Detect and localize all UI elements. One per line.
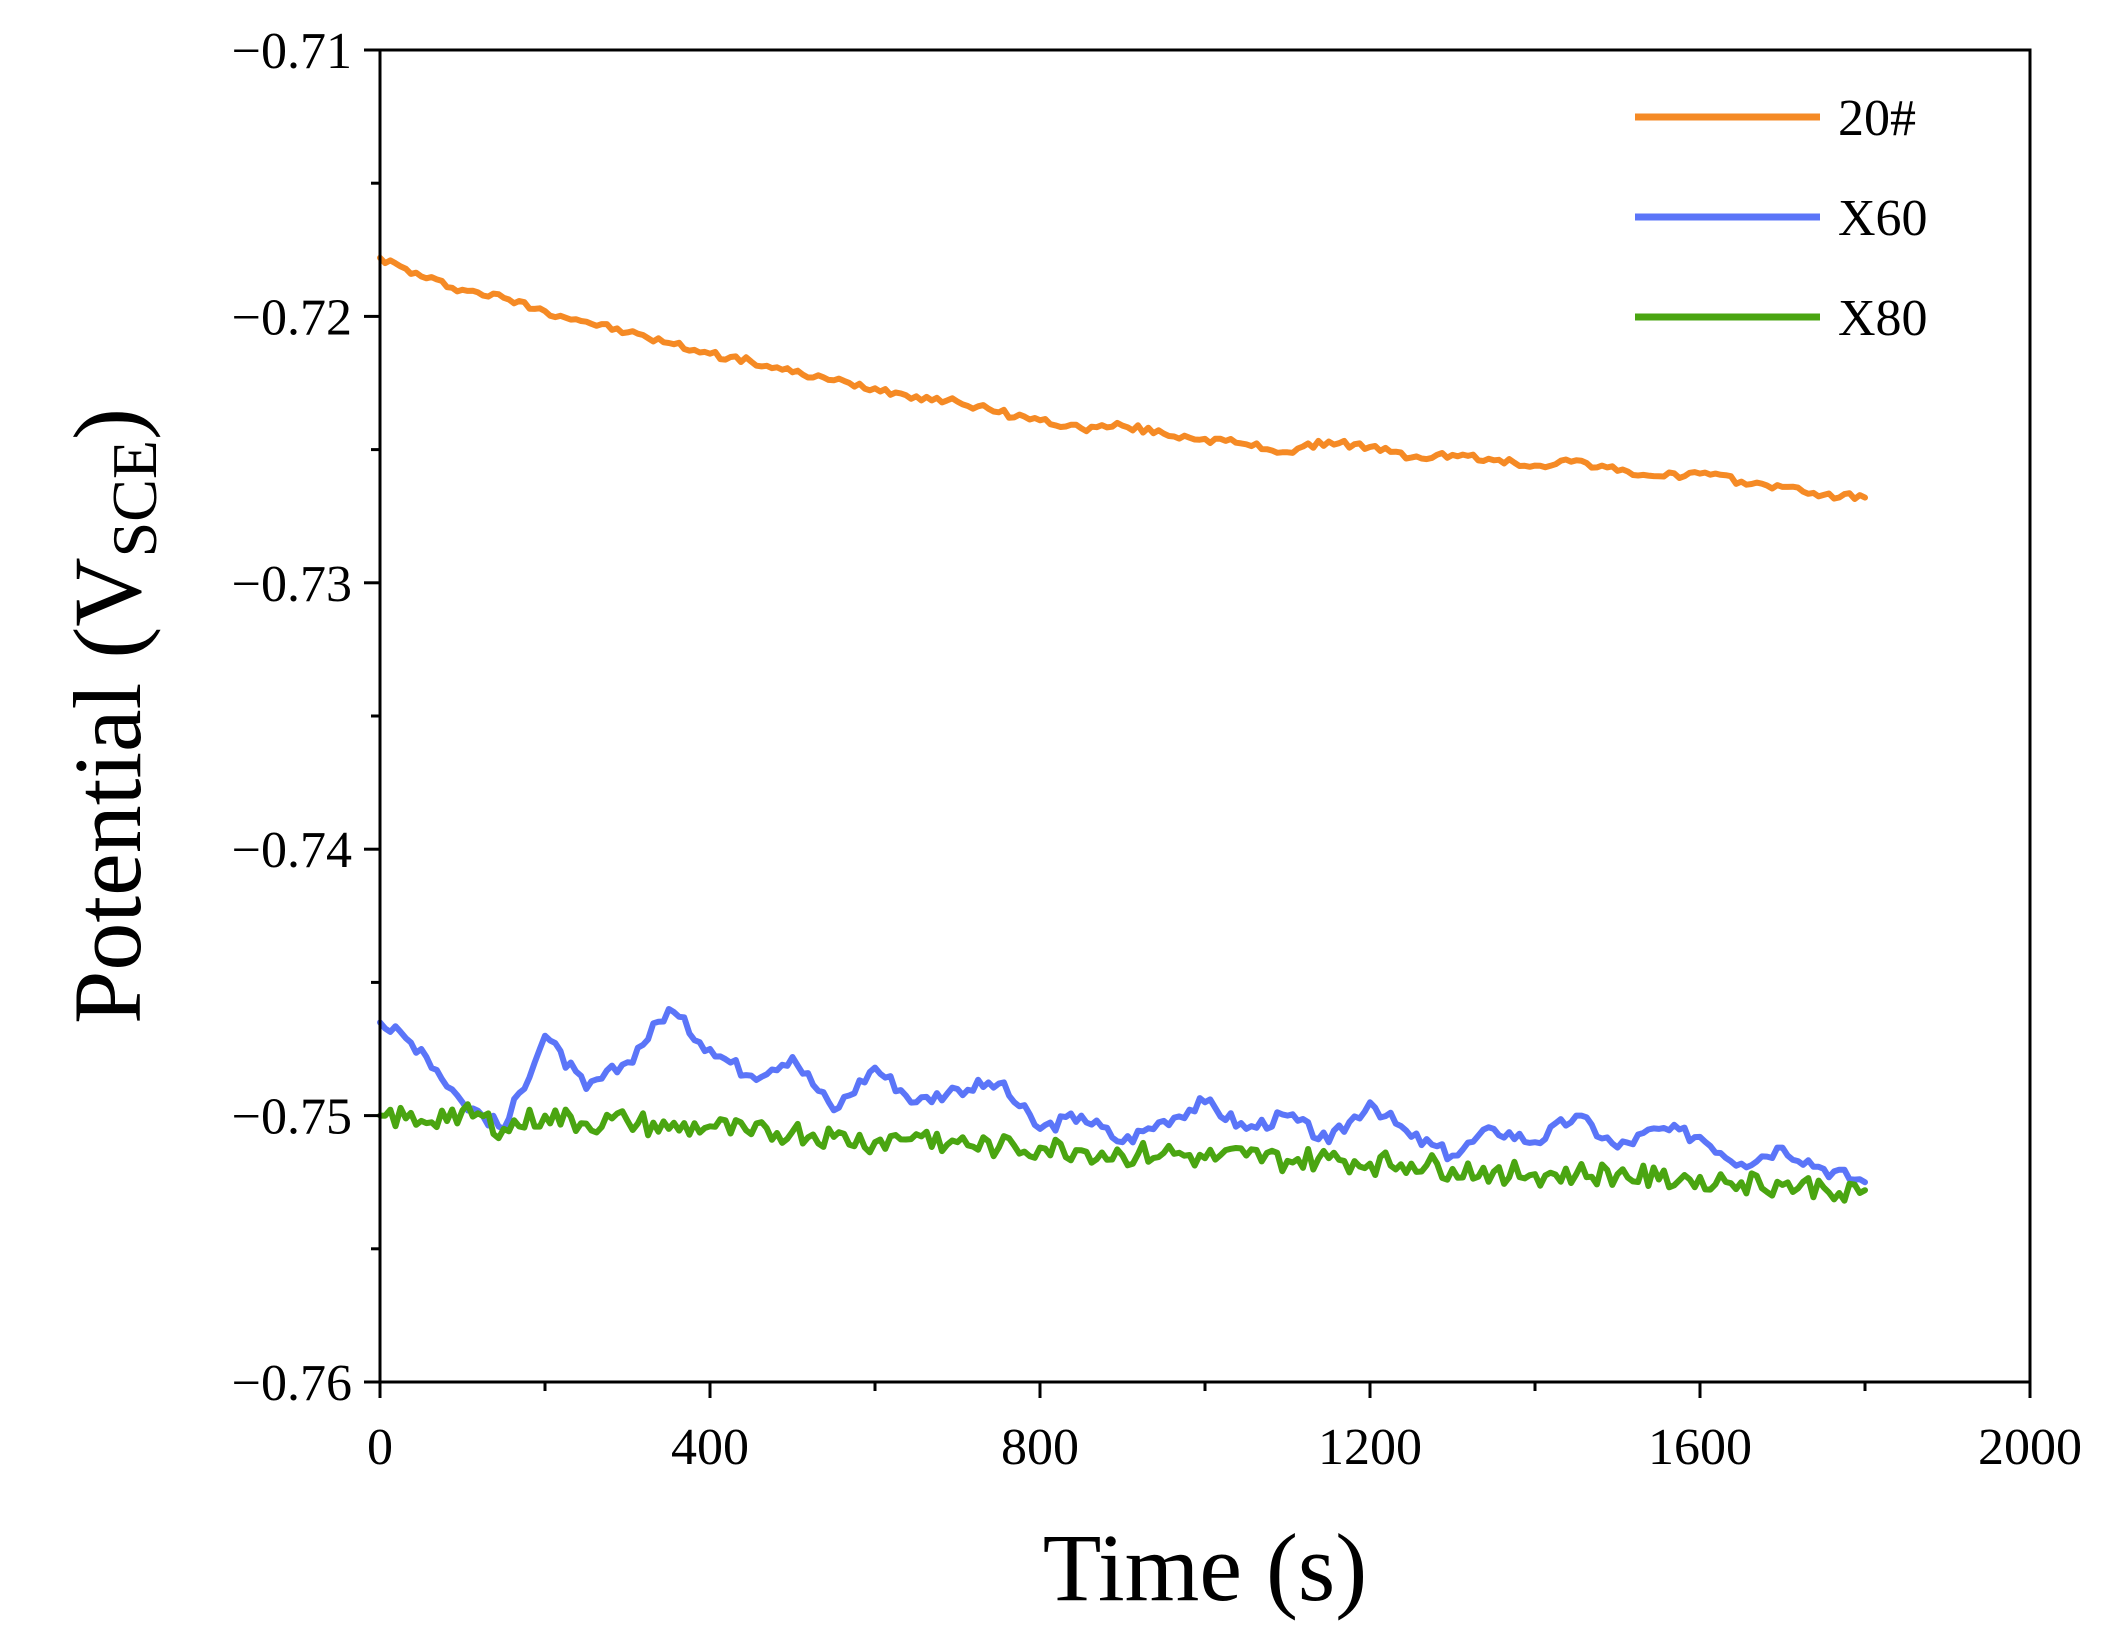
x-tick-label-400: 400 <box>671 1419 749 1476</box>
x-tick-label-0: 0 <box>367 1419 393 1476</box>
y-tick-label-−0.75: −0.75 <box>232 1089 352 1146</box>
ticks-layer <box>364 48 2032 1398</box>
series-line-20# <box>377 254 1868 502</box>
x-tick-label-2000: 2000 <box>1978 1419 2082 1476</box>
series-layer <box>377 254 1868 1204</box>
x-tick-label-1600: 1600 <box>1648 1419 1752 1476</box>
legend: 20# X60 X80 <box>1635 90 1928 347</box>
y-axis-title-subscript: SCE <box>99 440 170 557</box>
y-axis-title: Potential (VSCE) <box>54 408 170 1024</box>
legend-label-X60: X60 <box>1838 190 1928 247</box>
y-tick-label-−0.72: −0.72 <box>232 289 352 346</box>
y-axis-title-close: ) <box>54 408 161 440</box>
x-axis-title: Time (s) <box>1043 1514 1368 1621</box>
y-tick-label-−0.74: −0.74 <box>232 822 352 879</box>
y-tick-label-−0.73: −0.73 <box>232 556 352 613</box>
series-line-X60 <box>377 1006 1868 1186</box>
x-tick-label-800: 800 <box>1001 1419 1079 1476</box>
y-tick-label-−0.71: −0.71 <box>232 23 352 80</box>
legend-label-X80: X80 <box>1838 290 1928 347</box>
series-line-X80 <box>377 1101 1868 1204</box>
y-axis-title-main: Potential (V <box>54 557 161 1024</box>
tick-label-layer: 0 400 800 1200 1600 2000 −0.76 −0.75 −0.74 −0.73 −… <box>232 23 2082 1476</box>
x-tick-label-1200: 1200 <box>1318 1419 1422 1476</box>
legend-label-20#: 20# <box>1838 90 1916 147</box>
y-tick-label-−0.76: −0.76 <box>232 1355 352 1412</box>
